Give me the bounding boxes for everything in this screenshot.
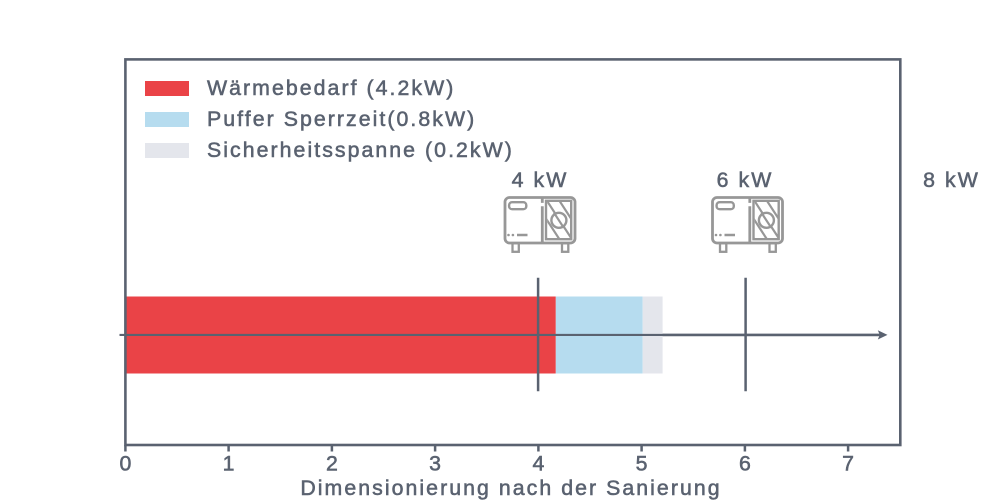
svg-text:Dimensionierung nach der Sanie: Dimensionierung nach der Sanierung bbox=[300, 476, 721, 500]
svg-text:Sicherheitsspanne (0.2kW): Sicherheitsspanne (0.2kW) bbox=[207, 138, 514, 162]
svg-text:6: 6 bbox=[739, 452, 751, 476]
svg-text:7: 7 bbox=[842, 452, 854, 476]
svg-text:1: 1 bbox=[223, 452, 235, 476]
svg-text:5: 5 bbox=[636, 452, 648, 476]
svg-text:Puffer Sperrzeit(0.8kW): Puffer Sperrzeit(0.8kW) bbox=[207, 107, 476, 131]
svg-text:3: 3 bbox=[429, 452, 441, 476]
svg-text:0: 0 bbox=[119, 452, 131, 476]
svg-text:Wärmebedarf (4.2kW): Wärmebedarf (4.2kW) bbox=[207, 76, 455, 100]
svg-text:6 kW: 6 kW bbox=[717, 168, 774, 192]
svg-text:4 kW: 4 kW bbox=[512, 168, 569, 192]
svg-text:2: 2 bbox=[326, 452, 338, 476]
svg-text:4: 4 bbox=[532, 452, 544, 476]
svg-text:8 kW: 8 kW bbox=[923, 168, 980, 192]
